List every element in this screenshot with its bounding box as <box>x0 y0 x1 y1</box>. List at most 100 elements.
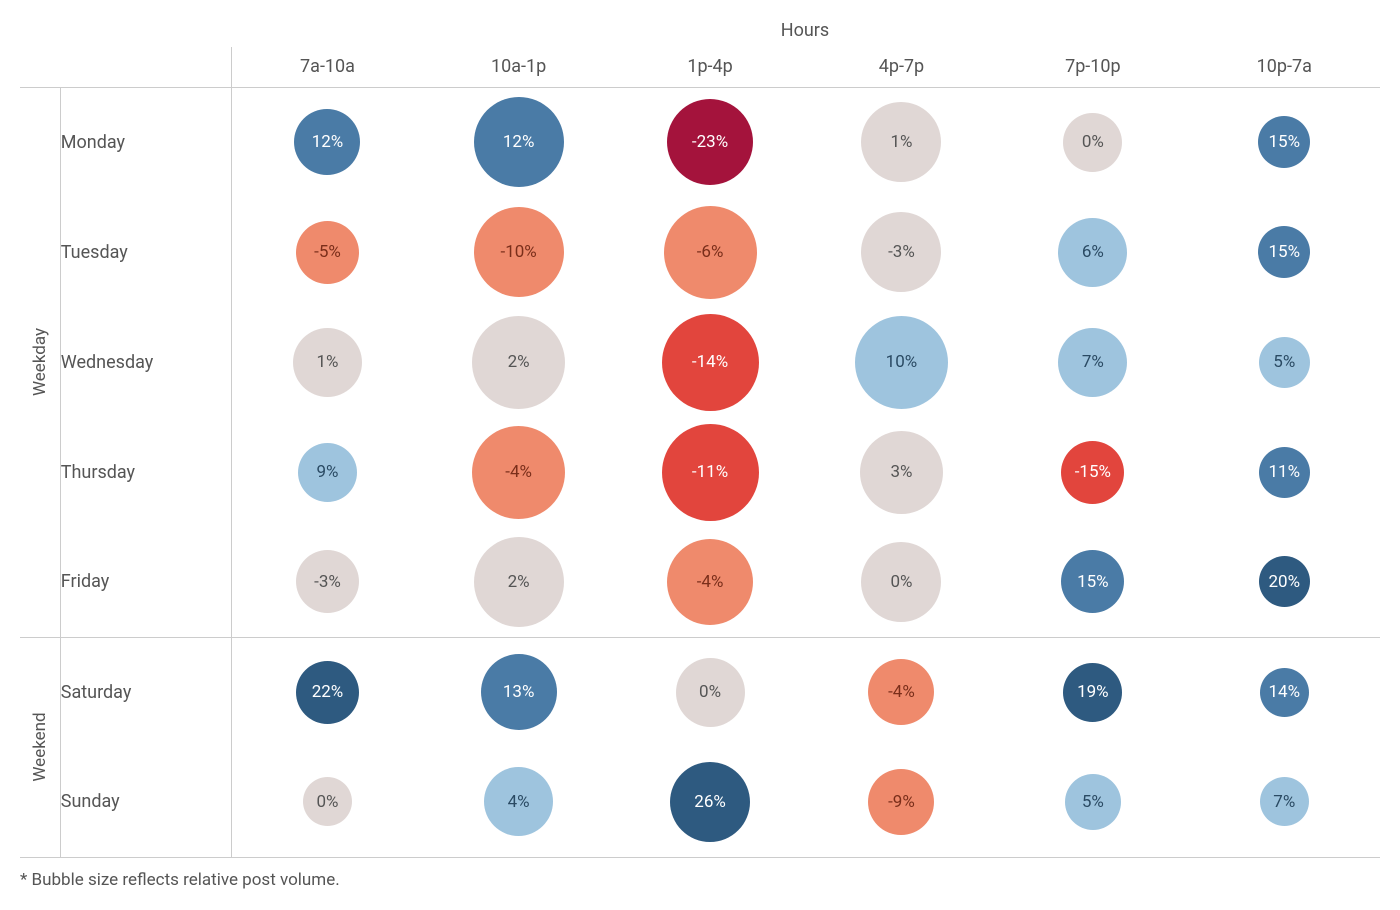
bubble: 2% <box>474 537 564 627</box>
grid-cell: -3% <box>806 197 997 307</box>
row-header: Monday <box>60 87 231 197</box>
grid-row: Tuesday -5% -10% -6% -3% 6% 15% <box>20 197 1380 307</box>
chart-title: Hours <box>20 20 1380 41</box>
row-header: Saturday <box>60 637 231 747</box>
bubble: 9% <box>298 443 357 502</box>
col-header: 10p-7a <box>1189 47 1380 87</box>
bubble: 19% <box>1063 663 1122 722</box>
grid-cell: 1% <box>806 87 997 197</box>
grid-cell: 14% <box>1189 637 1380 747</box>
bubble: -4% <box>472 426 565 519</box>
bubble: 22% <box>296 661 359 724</box>
grid-cell: 0% <box>232 747 423 857</box>
bubble: 12% <box>294 109 360 175</box>
grid-cell: 26% <box>614 747 805 857</box>
bubble-grid-table: 7a-10a 10a-1p 1p-4p 4p-7p 7p-10p 10p-7a … <box>20 47 1380 858</box>
bubble: 10% <box>855 316 948 409</box>
grid-row: Sunday 0% 4% 26% -9% 5% 7% <box>20 747 1380 857</box>
col-header: 7p-10p <box>997 47 1188 87</box>
grid-cell: 12% <box>232 87 423 197</box>
grid-cell: -11% <box>614 417 805 527</box>
bubble: -15% <box>1061 441 1124 504</box>
bubble: 5% <box>1259 337 1310 388</box>
chart-footnote: * Bubble size reflects relative post vol… <box>20 870 1380 890</box>
bubble: -10% <box>474 207 564 297</box>
grid-cell: 11% <box>1189 417 1380 527</box>
col-header: 4p-7p <box>806 47 997 87</box>
bubble: 1% <box>293 328 362 397</box>
grid-cell: 20% <box>1189 527 1380 637</box>
bubble: 15% <box>1061 550 1124 613</box>
grid-row: Wednesday 1% 2% -14% 10% 7% 5% <box>20 307 1380 417</box>
bubble: 12% <box>474 97 564 187</box>
grid-cell: -10% <box>423 197 614 307</box>
grid-cell: 4% <box>423 747 614 857</box>
grid-cell: 0% <box>806 527 997 637</box>
bubble: 0% <box>861 542 941 622</box>
bubble: -9% <box>868 769 934 835</box>
bubble: 7% <box>1058 328 1127 397</box>
grid-cell: -14% <box>614 307 805 417</box>
grid-cell: 15% <box>1189 197 1380 307</box>
grid-cell: 19% <box>997 637 1188 747</box>
grid-cell: 15% <box>1189 87 1380 197</box>
bubble: -4% <box>667 539 753 625</box>
bubble: 11% <box>1259 447 1310 498</box>
row-header: Sunday <box>60 747 231 857</box>
row-header: Tuesday <box>60 197 231 307</box>
grid-cell: 6% <box>997 197 1188 307</box>
bubble: -4% <box>868 659 934 725</box>
bubble: 5% <box>1065 774 1121 830</box>
row-header: Thursday <box>60 417 231 527</box>
bubble: 0% <box>303 777 352 826</box>
bubble: -6% <box>664 206 757 299</box>
grid-cell: -6% <box>614 197 805 307</box>
col-header: 1p-4p <box>614 47 805 87</box>
row-header: Wednesday <box>60 307 231 417</box>
grid-cell: 9% <box>232 417 423 527</box>
grid-cell: 12% <box>423 87 614 197</box>
grid-cell: -9% <box>806 747 997 857</box>
bubble: 26% <box>670 762 750 842</box>
grid-cell: -4% <box>614 527 805 637</box>
grid-cell: -4% <box>806 637 997 747</box>
bubble: 13% <box>481 654 557 730</box>
bubble: 7% <box>1260 777 1309 826</box>
bubble: -3% <box>296 550 359 613</box>
grid-cell: 7% <box>1189 747 1380 857</box>
grid-cell: 5% <box>997 747 1188 857</box>
col-header: 7a-10a <box>232 47 423 87</box>
grid-cell: 0% <box>614 637 805 747</box>
grid-cell: 0% <box>997 87 1188 197</box>
bubble: -14% <box>662 314 759 411</box>
grid-row: WeekendSaturday22%13%0%-4%19%14% <box>20 637 1380 747</box>
grid-cell: 13% <box>423 637 614 747</box>
bubble: 0% <box>676 658 745 727</box>
grid-cell: 2% <box>423 527 614 637</box>
grid-cell: 5% <box>1189 307 1380 417</box>
bubble: 1% <box>861 102 941 182</box>
header-spacer-2 <box>60 47 231 87</box>
bubble: 15% <box>1258 226 1310 278</box>
grid-cell: 3% <box>806 417 997 527</box>
bubble: -23% <box>667 99 753 185</box>
col-header: 10a-1p <box>423 47 614 87</box>
bubble: 3% <box>860 431 943 514</box>
grid-cell: -4% <box>423 417 614 527</box>
row-group-label: Weekend <box>20 637 60 857</box>
column-header-row: 7a-10a 10a-1p 1p-4p 4p-7p 7p-10p 10p-7a <box>20 47 1380 87</box>
row-header: Friday <box>60 527 231 637</box>
row-group-label: Weekday <box>20 87 60 637</box>
bubble: -3% <box>861 212 941 292</box>
grid-cell: -5% <box>232 197 423 307</box>
bubble: 20% <box>1259 556 1310 607</box>
grid-cell: -15% <box>997 417 1188 527</box>
bubble: 15% <box>1258 116 1310 168</box>
grid-cell: 2% <box>423 307 614 417</box>
grid-cell: -23% <box>614 87 805 197</box>
bubble: 0% <box>1063 113 1122 172</box>
bubble: 6% <box>1058 218 1127 287</box>
bubble: -5% <box>296 221 359 284</box>
grid-cell: 22% <box>232 637 423 747</box>
bubble: 2% <box>472 316 565 409</box>
